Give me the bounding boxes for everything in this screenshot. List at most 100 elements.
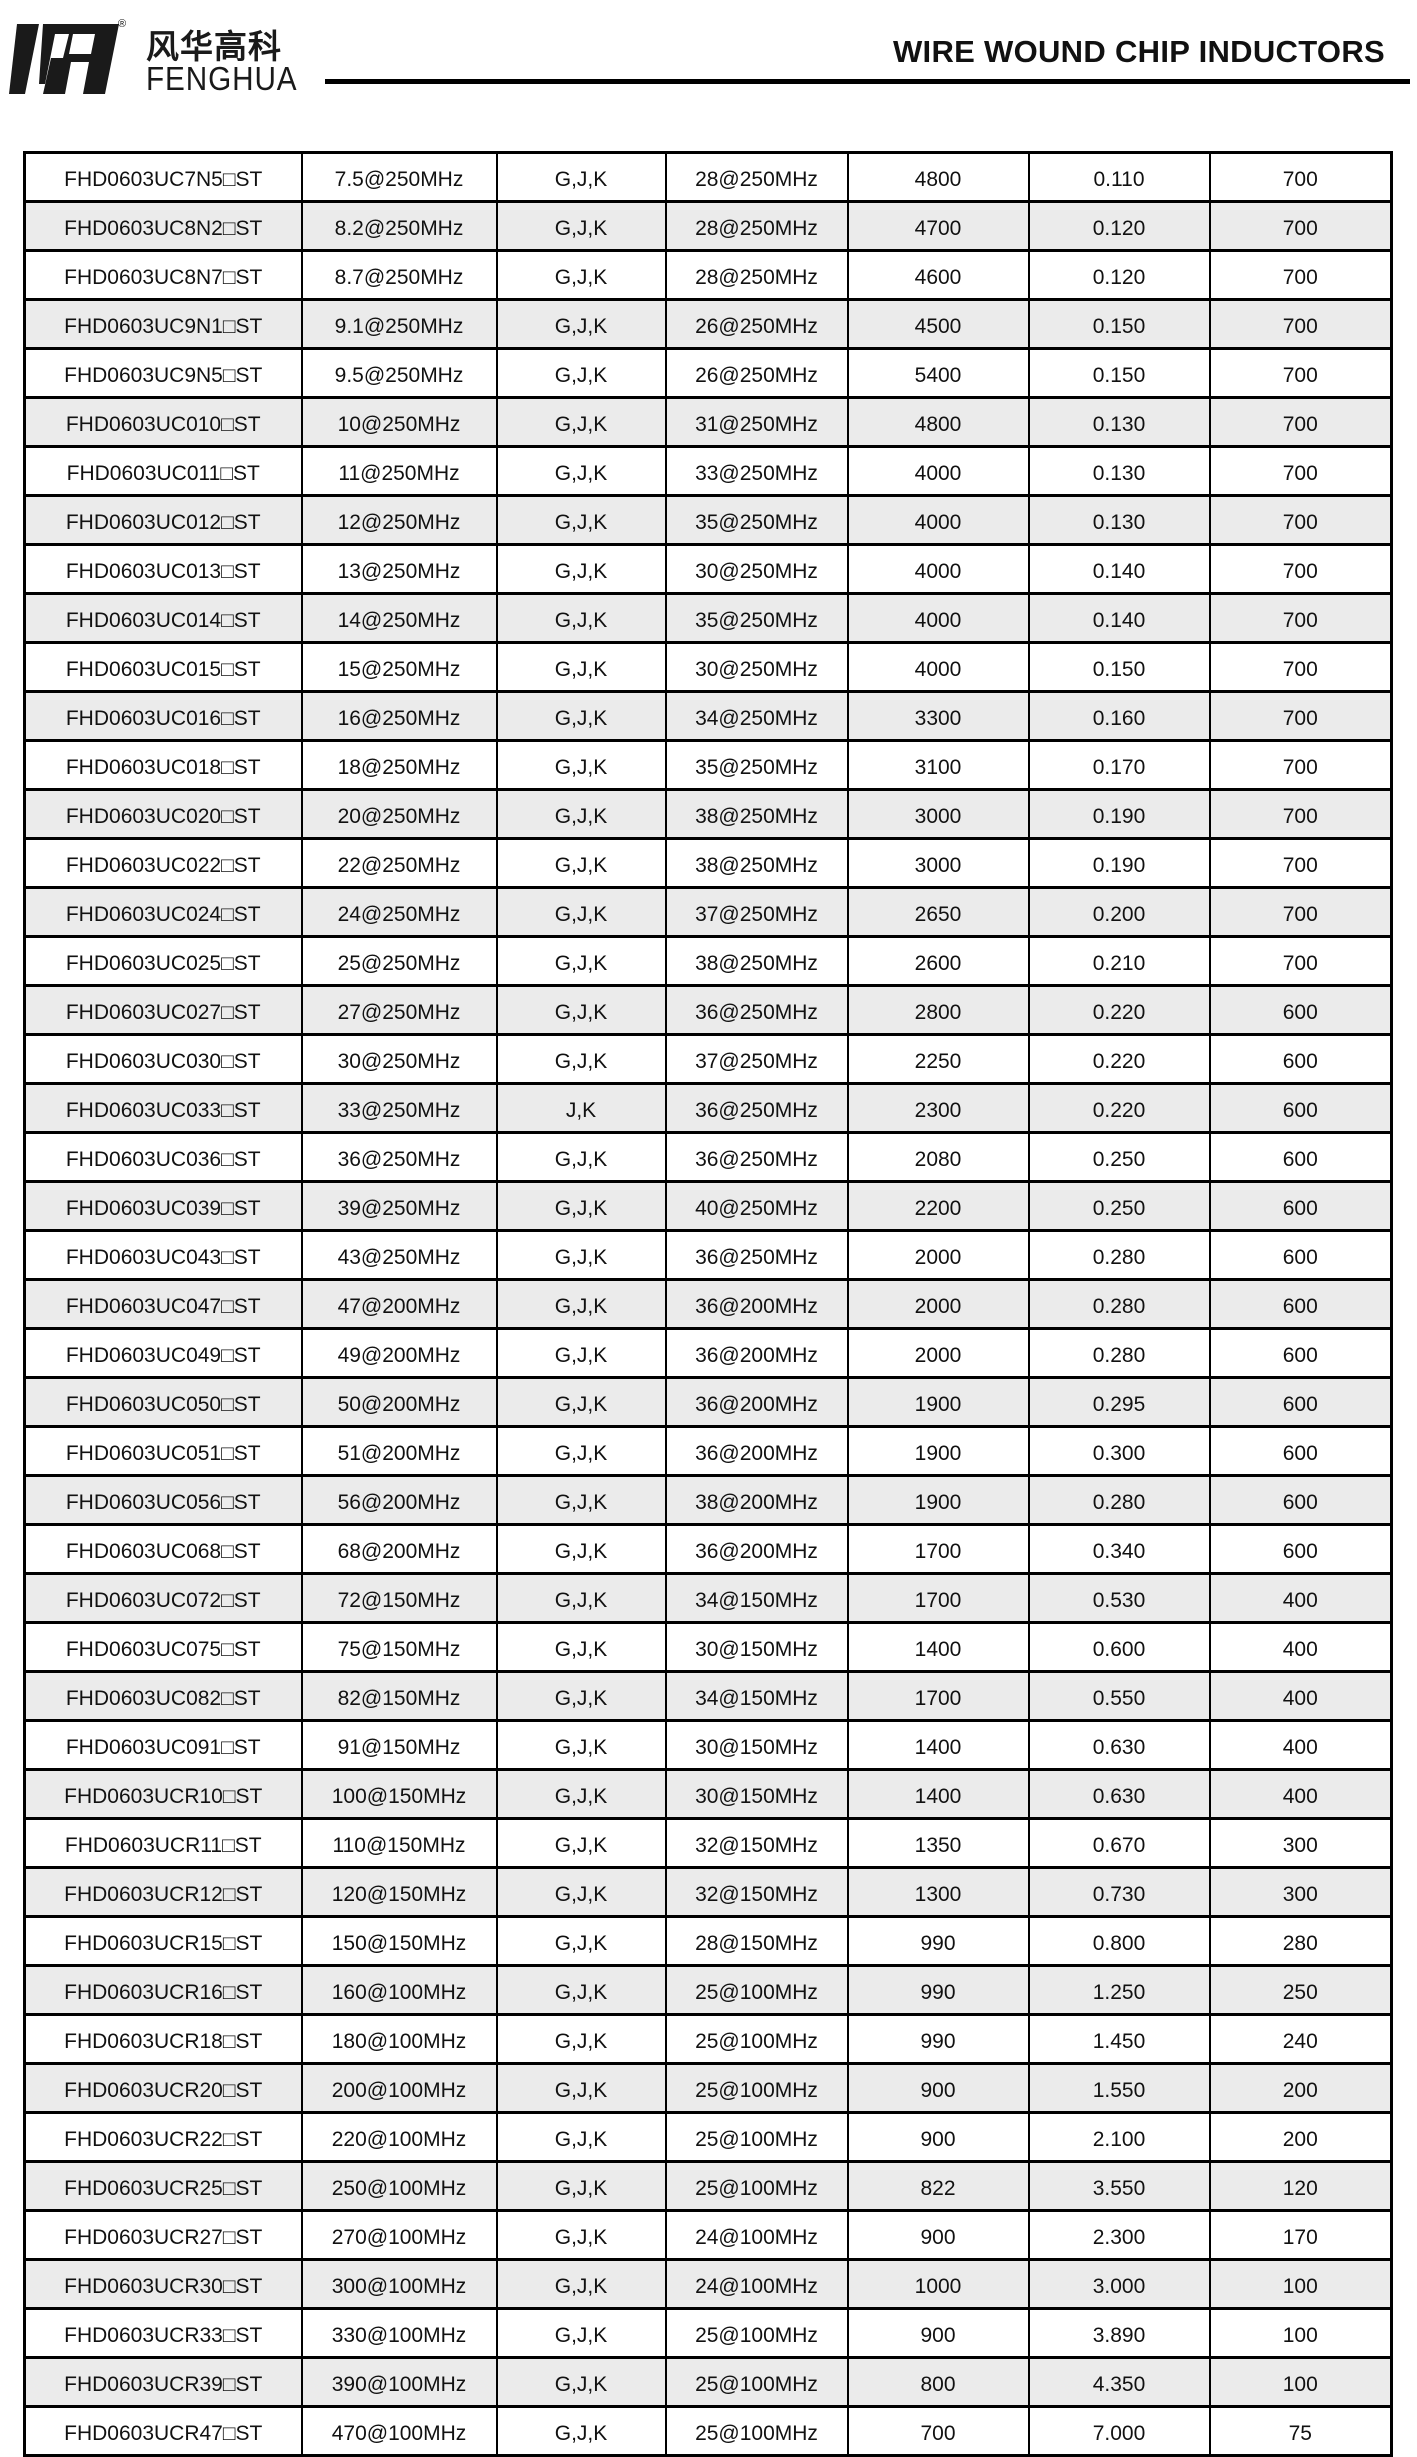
part-number-cell: FHD0603UC9N5□ST bbox=[23, 348, 303, 399]
idc-cell: 700 bbox=[1208, 887, 1393, 938]
inductance-cell: 51@200MHz bbox=[300, 1426, 498, 1477]
inductance-cell: 49@200MHz bbox=[300, 1328, 498, 1379]
inductance-cell: 56@200MHz bbox=[300, 1475, 498, 1526]
q-min-cell: 25@100MHz bbox=[664, 2161, 849, 2212]
inductance-cell: 25@250MHz bbox=[300, 936, 498, 987]
dcr-cell: 0.200 bbox=[1027, 887, 1211, 938]
q-min-cell: 30@250MHz bbox=[664, 544, 849, 595]
part-number-cell: FHD0603UCR22□ST bbox=[23, 2112, 303, 2163]
srf-cell: 990 bbox=[846, 1965, 1030, 2016]
srf-cell: 1350 bbox=[846, 1818, 1030, 1869]
part-number-cell: FHD0603UC022□ST bbox=[23, 838, 303, 889]
idc-cell: 600 bbox=[1208, 1181, 1393, 1232]
part-number-cell: FHD0603UC051□ST bbox=[23, 1426, 303, 1477]
tolerance-cell: G,J,K bbox=[495, 593, 667, 644]
tolerance-cell: G,J,K bbox=[495, 887, 667, 938]
tolerance-cell: G,J,K bbox=[495, 446, 667, 497]
q-min-cell: 35@250MHz bbox=[664, 495, 849, 546]
part-number-cell: FHD0603UC016□ST bbox=[23, 691, 303, 742]
inductance-cell: 13@250MHz bbox=[300, 544, 498, 595]
idc-cell: 700 bbox=[1208, 446, 1393, 497]
q-min-cell: 36@250MHz bbox=[664, 985, 849, 1036]
q-min-cell: 34@250MHz bbox=[664, 691, 849, 742]
part-number-cell: FHD0603UC047□ST bbox=[23, 1279, 303, 1330]
idc-cell: 700 bbox=[1208, 936, 1393, 987]
tolerance-cell: G,J,K bbox=[495, 1818, 667, 1869]
srf-cell: 822 bbox=[846, 2161, 1030, 2212]
q-min-cell: 25@100MHz bbox=[664, 2406, 849, 2457]
table-row: FHD0603UC043□ST 43@250MHz G,J,K 36@250MHz 20… bbox=[23, 1230, 1393, 1281]
dcr-cell: 1.550 bbox=[1027, 2063, 1211, 2114]
tolerance-cell: G,J,K bbox=[495, 348, 667, 399]
part-number-cell: FHD0603UC015□ST bbox=[23, 642, 303, 693]
srf-cell: 700 bbox=[846, 2406, 1030, 2457]
srf-cell: 900 bbox=[846, 2308, 1030, 2359]
table-row: FHD0603UC013□ST 13@250MHz G,J,K 30@250MHz 40… bbox=[23, 544, 1393, 595]
srf-cell: 4800 bbox=[846, 152, 1030, 203]
tolerance-cell: G,J,K bbox=[495, 1132, 667, 1183]
tolerance-cell: G,J,K bbox=[495, 544, 667, 595]
q-min-cell: 36@200MHz bbox=[664, 1328, 849, 1379]
q-min-cell: 35@250MHz bbox=[664, 740, 849, 791]
inductance-cell: 10@250MHz bbox=[300, 397, 498, 448]
srf-cell: 1000 bbox=[846, 2259, 1030, 2310]
part-number-cell: FHD0603UC9N1□ST bbox=[23, 299, 303, 350]
part-number-cell: FHD0603UCR30□ST bbox=[23, 2259, 303, 2310]
part-number-cell: FHD0603UC7N5□ST bbox=[23, 152, 303, 203]
tolerance-cell: G,J,K bbox=[495, 985, 667, 1036]
inductance-cell: 390@100MHz bbox=[300, 2357, 498, 2408]
table-row: FHD0603UCR39□ST 390@100MHz G,J,K 25@100MHz 8… bbox=[23, 2357, 1393, 2408]
part-number-cell: FHD0603UC091□ST bbox=[23, 1720, 303, 1771]
dcr-cell: 0.530 bbox=[1027, 1573, 1211, 1624]
srf-cell: 3300 bbox=[846, 691, 1030, 742]
part-number-cell: FHD0603UC030□ST bbox=[23, 1034, 303, 1085]
inductance-cell: 180@100MHz bbox=[300, 2014, 498, 2065]
idc-cell: 700 bbox=[1208, 642, 1393, 693]
q-min-cell: 40@250MHz bbox=[664, 1181, 849, 1232]
table-row: FHD0603UCR33□ST 330@100MHz G,J,K 25@100MHz 9… bbox=[23, 2308, 1393, 2359]
table-row: FHD0603UCR12□ST 120@150MHz G,J,K 32@150MHz 1… bbox=[23, 1867, 1393, 1918]
inductance-cell: 18@250MHz bbox=[300, 740, 498, 791]
table-row: FHD0603UCR11□ST 110@150MHz G,J,K 32@150MHz 1… bbox=[23, 1818, 1393, 1869]
table-row: FHD0603UC050□ST 50@200MHz G,J,K 36@200MHz 19… bbox=[23, 1377, 1393, 1428]
idc-cell: 400 bbox=[1208, 1671, 1393, 1722]
tolerance-cell: G,J,K bbox=[495, 2161, 667, 2212]
table-row: FHD0603UCR27□ST 270@100MHz G,J,K 24@100MHz 9… bbox=[23, 2210, 1393, 2261]
idc-cell: 600 bbox=[1208, 1475, 1393, 1526]
inductance-cell: 12@250MHz bbox=[300, 495, 498, 546]
brand-name-chinese: 风华高科 bbox=[146, 27, 282, 66]
table-row: FHD0603UC8N2□ST 8.2@250MHz G,J,K 28@250MHz 4… bbox=[23, 201, 1393, 252]
srf-cell: 2650 bbox=[846, 887, 1030, 938]
table-row: FHD0603UCR25□ST 250@100MHz G,J,K 25@100MHz 8… bbox=[23, 2161, 1393, 2212]
inductance-cell: 39@250MHz bbox=[300, 1181, 498, 1232]
idc-cell: 280 bbox=[1208, 1916, 1393, 1967]
q-min-cell: 30@150MHz bbox=[664, 1720, 849, 1771]
inductance-cell: 16@250MHz bbox=[300, 691, 498, 742]
tolerance-cell: G,J,K bbox=[495, 1573, 667, 1624]
q-min-cell: 30@150MHz bbox=[664, 1769, 849, 1820]
tolerance-cell: G,J,K bbox=[495, 642, 667, 693]
table-row: FHD0603UC018□ST 18@250MHz G,J,K 35@250MHz 31… bbox=[23, 740, 1393, 791]
inductance-cell: 27@250MHz bbox=[300, 985, 498, 1036]
srf-cell: 2000 bbox=[846, 1230, 1030, 1281]
part-number-cell: FHD0603UC082□ST bbox=[23, 1671, 303, 1722]
srf-cell: 1400 bbox=[846, 1720, 1030, 1771]
dcr-cell: 0.140 bbox=[1027, 544, 1211, 595]
q-min-cell: 36@250MHz bbox=[664, 1132, 849, 1183]
inductance-cell: 68@200MHz bbox=[300, 1524, 498, 1575]
table-row: FHD0603UC027□ST 27@250MHz G,J,K 36@250MHz 28… bbox=[23, 985, 1393, 1036]
tolerance-cell: G,J,K bbox=[495, 397, 667, 448]
q-min-cell: 37@250MHz bbox=[664, 887, 849, 938]
inductance-cell: 22@250MHz bbox=[300, 838, 498, 889]
part-number-cell: FHD0603UCR10□ST bbox=[23, 1769, 303, 1820]
q-min-cell: 32@150MHz bbox=[664, 1818, 849, 1869]
table-row: FHD0603UC056□ST 56@200MHz G,J,K 38@200MHz 19… bbox=[23, 1475, 1393, 1526]
part-number-cell: FHD0603UC8N7□ST bbox=[23, 250, 303, 301]
inductance-cell: 470@100MHz bbox=[300, 2406, 498, 2457]
idc-cell: 700 bbox=[1208, 789, 1393, 840]
table-row: FHD0603UC047□ST 47@200MHz G,J,K 36@200MHz 20… bbox=[23, 1279, 1393, 1330]
table-row: FHD0603UC020□ST 20@250MHz G,J,K 38@250MHz 30… bbox=[23, 789, 1393, 840]
dcr-cell: 0.120 bbox=[1027, 250, 1211, 301]
table-row: FHD0603UCR16□ST 160@100MHz G,J,K 25@100MHz 9… bbox=[23, 1965, 1393, 2016]
srf-cell: 1400 bbox=[846, 1622, 1030, 1673]
